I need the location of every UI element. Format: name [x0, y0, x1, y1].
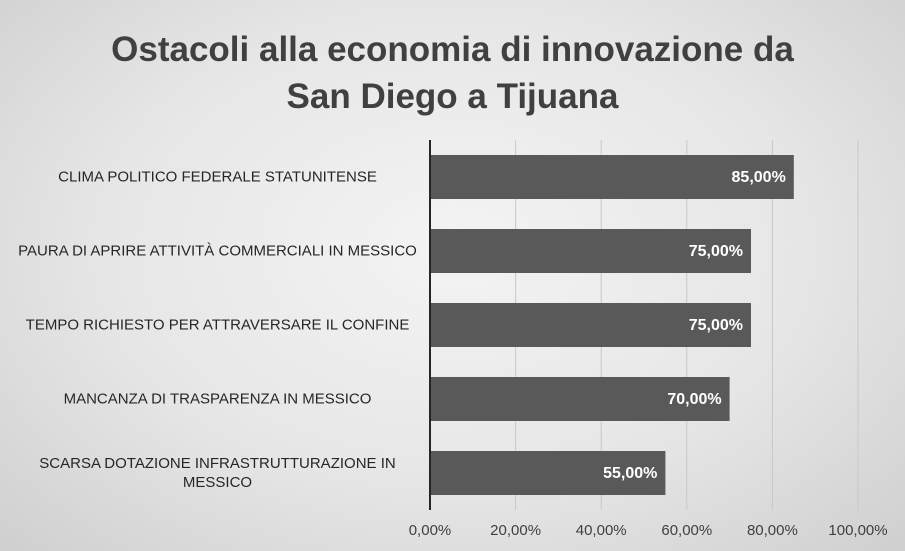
bar: [430, 451, 666, 495]
bar: [430, 155, 794, 199]
x-tick-label: 0,00%: [409, 522, 452, 539]
x-tick-label: 40,00%: [576, 522, 627, 539]
y-tick-label: SCARSA DOTAZIONE INFRASTRUTTURAZIONE IN …: [39, 455, 396, 491]
x-tick-label: 60,00%: [661, 522, 712, 539]
bar: [430, 303, 751, 347]
x-tick-label: 20,00%: [490, 522, 541, 539]
x-tick-label: 100,00%: [828, 522, 887, 539]
y-tick-label: CLIMA POLITICO FEDERALE STATUNITENSE: [58, 168, 377, 186]
y-tick-label: TEMPO RICHIESTO PER ATTRAVERSARE IL CONF…: [25, 316, 410, 334]
value-label: 55,00%: [603, 465, 657, 482]
y-tick-label: PAURA DI APRIRE ATTIVITÀ COMMERCIALI IN …: [18, 242, 417, 260]
x-tick-label: 80,00%: [747, 522, 798, 539]
y-tick-label: MANCANZA DI TRASPARENZA IN MESSICO: [63, 390, 372, 408]
value-label: 75,00%: [689, 317, 743, 334]
value-label: 85,00%: [732, 169, 786, 186]
value-label: 75,00%: [689, 243, 743, 260]
bar: [430, 377, 730, 421]
value-label: 70,00%: [667, 391, 721, 408]
bar: [430, 229, 751, 273]
chart-title: Ostacoli alla economia di innovazione da…: [111, 30, 794, 116]
